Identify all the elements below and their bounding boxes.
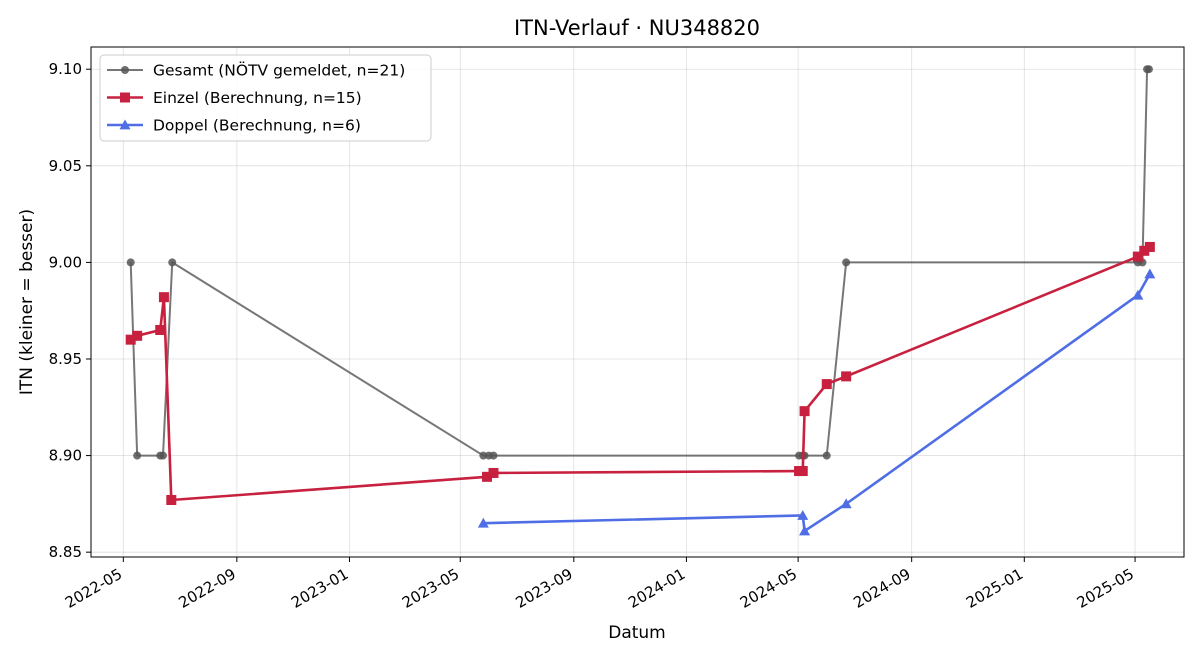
- y-tick-label: 8.95: [49, 350, 82, 368]
- data-point: [158, 292, 169, 303]
- data-point: [166, 495, 177, 506]
- data-point: [488, 467, 499, 478]
- series-layer: [125, 65, 1156, 536]
- data-point: [821, 379, 832, 390]
- data-point: [479, 451, 488, 460]
- y-axis: 8.85 8.90 8.95 9.00 9.05 9.10: [49, 60, 91, 561]
- plot-frame: [90, 46, 1185, 558]
- legend-label: Einzel (Berechnung, n=15): [153, 89, 362, 107]
- x-axis-label: Datum: [608, 623, 666, 643]
- data-point: [126, 258, 135, 267]
- data-point: [1144, 65, 1153, 74]
- data-point: [822, 451, 831, 460]
- data-point: [482, 471, 493, 482]
- data-point: [797, 466, 808, 477]
- data-point: [125, 334, 136, 345]
- y-tick-label: 9.10: [49, 60, 82, 78]
- chart-title: ITN-Verlauf · NU348820: [514, 16, 760, 40]
- series-line: [483, 273, 1151, 533]
- data-point: [840, 498, 852, 509]
- data-point: [797, 509, 809, 520]
- data-point: [842, 258, 851, 267]
- data-point: [799, 525, 811, 536]
- series-triangle: [477, 268, 1156, 536]
- y-tick-label: 9.00: [49, 253, 82, 271]
- data-point: [1132, 251, 1143, 262]
- data-point: [159, 451, 168, 460]
- y-axis-label: ITN (kleiner = besser): [17, 209, 37, 395]
- data-point: [799, 406, 810, 417]
- data-point: [489, 451, 498, 460]
- y-tick-label: 8.85: [49, 543, 82, 561]
- legend: Gesamt (NÖTV gemeldet, n=21) Einzel (Bere…: [99, 54, 432, 142]
- data-point: [155, 325, 166, 336]
- data-point: [133, 451, 142, 460]
- data-point: [1132, 289, 1144, 300]
- legend-marker: [121, 66, 129, 74]
- data-point: [132, 330, 143, 341]
- legend-label: Doppel (Berechnung, n=6): [153, 117, 361, 135]
- data-point: [1144, 268, 1156, 279]
- data-point: [1139, 245, 1150, 256]
- series-square: [125, 241, 1155, 506]
- data-point: [841, 371, 852, 382]
- data-point: [477, 517, 489, 528]
- legend-box: [99, 54, 432, 142]
- legend-marker: [120, 92, 130, 103]
- legend-label: Gesamt (NÖTV gemeldet, n=21): [153, 61, 405, 80]
- y-tick-label: 9.05: [49, 157, 82, 175]
- data-point: [1144, 241, 1155, 252]
- y-tick-label: 8.90: [49, 447, 82, 465]
- legend-marker: [119, 119, 131, 130]
- data-point: [168, 258, 177, 267]
